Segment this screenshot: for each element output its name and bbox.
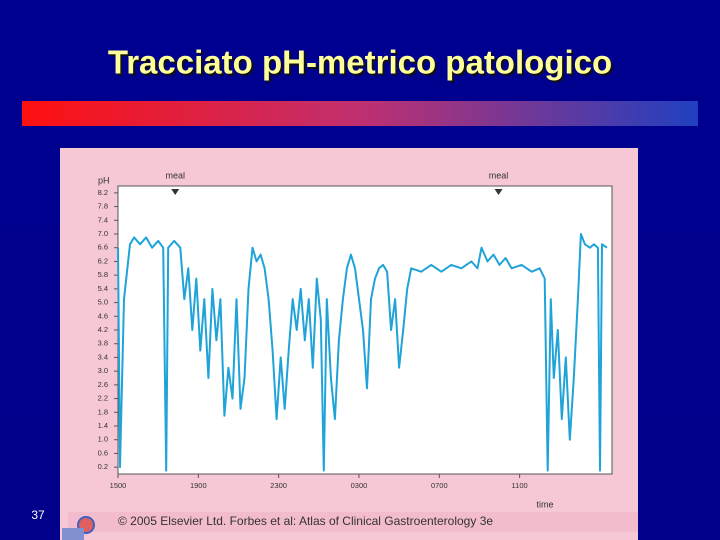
annotation: meal <box>489 170 509 180</box>
x-tick-label: 2300 <box>270 481 287 490</box>
plot-area <box>117 185 613 475</box>
y-tick-label: 7.4 <box>98 215 108 224</box>
annotation: meal <box>165 170 185 180</box>
x-tick-label: 1900 <box>190 481 207 490</box>
y-tick-label: 6.6 <box>98 243 108 252</box>
x-tick-label: 0700 <box>431 481 448 490</box>
y-tick-label: 0.6 <box>98 448 108 457</box>
page-number: 37 <box>31 508 45 522</box>
y-tick-label: 5.8 <box>98 270 108 279</box>
x-tick-label: 0300 <box>351 481 368 490</box>
y-tick-label: 1.8 <box>98 407 108 416</box>
logo-block <box>62 528 84 540</box>
y-tick-label: 2.2 <box>98 394 108 403</box>
meal-marker <box>494 189 503 195</box>
y-tick-label: 1.0 <box>98 435 108 444</box>
credit-strip <box>68 512 638 532</box>
y-tick-label: 8.2 <box>98 188 108 197</box>
copyright: © 2005 Elsevier Ltd. Forbes et al: Atlas… <box>118 514 493 528</box>
meal-marker <box>171 189 180 195</box>
y-tick-label: 5.0 <box>98 298 108 307</box>
y-tick-label: 4.2 <box>98 325 108 334</box>
y-tick-label: 3.8 <box>98 339 108 348</box>
y-tick-label: 6.2 <box>98 256 108 265</box>
x-tick-label: 1100 <box>512 481 528 490</box>
x-axis-label: time <box>536 499 553 509</box>
y-tick-label: 3.0 <box>98 366 108 375</box>
y-tick-label: 2.6 <box>98 380 108 389</box>
y-tick-label: 4.6 <box>98 311 108 320</box>
y-tick-label: 7.8 <box>98 202 108 211</box>
y-tick-label: 5.4 <box>98 284 108 293</box>
y-tick-label: 3.4 <box>98 352 108 361</box>
y-tick-label: 1.4 <box>98 421 108 430</box>
ph-trace <box>117 233 608 472</box>
title-shadow: Tracciato pH-metrico patologico <box>110 46 614 83</box>
title-band <box>22 101 698 126</box>
x-tick-label: 1500 <box>110 481 127 490</box>
slide-title: Tracciato pH-metrico patologico <box>108 44 612 81</box>
y-axis-label: pH <box>98 175 110 185</box>
y-tick-label: 0.2 <box>98 462 108 471</box>
y-tick-label: 7.0 <box>98 229 108 238</box>
